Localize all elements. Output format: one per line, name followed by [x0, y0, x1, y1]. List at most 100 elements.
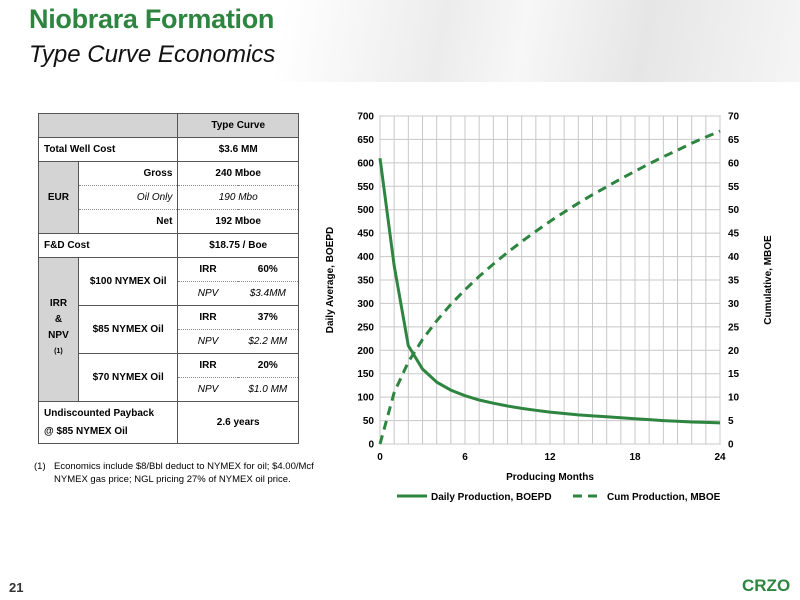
payback-label: Undiscounted Payback @ $85 NYMEX Oil — [37, 401, 179, 444]
y-tick-label-650: 650 — [357, 135, 374, 146]
scenario-2-label: $85 NYMEX Oil — [77, 305, 179, 354]
y-axis-ticks: 0 50 100 150 200 250 300 350 400 450 500 550 600 650 7… — [357, 112, 374, 451]
y2-tick-label-10: 10 — [728, 393, 740, 404]
x-tick-label-24: 24 — [714, 452, 726, 463]
y-tick-label-300: 300 — [357, 299, 374, 310]
irr-npv-group-label: IRR & NPV (1) — [38, 257, 79, 402]
scenario-3-npv-label: NPV — [177, 377, 238, 402]
total-well-cost-label: Total Well Cost — [37, 137, 179, 162]
eur-oil-value: 190 Mbo — [177, 185, 299, 210]
scenario-2-npv-value: $2.2 MM — [237, 329, 299, 354]
eur-oil-label: Oil Only — [77, 185, 179, 210]
table-row-scenario-1-irr: IRR & NPV (1) $100 NYMEX Oil IRR 60% — [38, 257, 299, 402]
y2-tick-label-5: 5 — [728, 416, 734, 427]
table-header-empty — [37, 113, 179, 138]
header-background — [0, 0, 800, 82]
y-tick-label-50: 50 — [363, 416, 375, 427]
scenario-2-irr-label: IRR — [177, 305, 238, 330]
production-chart: 0501001502002503003504004505005506006507… — [325, 112, 774, 504]
legend-cum-label: Cum Production, MBOE — [607, 492, 721, 503]
irr-group-footnote-ref: (1) — [54, 347, 63, 355]
irr-group-label-amp: & — [54, 313, 63, 325]
y2-tick-label-45: 45 — [728, 229, 740, 240]
table-row-scenario-2-irr: $85 NYMEX Oil IRR 37% — [39, 305, 299, 354]
y-tick-label-550: 550 — [357, 182, 374, 193]
legend: Daily Production, BOEPD Cum Production, … — [397, 492, 721, 503]
scenario-3-npv-value: $1.0 MM — [237, 377, 299, 402]
x-tick-label-18: 18 — [629, 452, 641, 463]
x-tick-label-12: 12 — [544, 452, 556, 463]
y-tick-label-200: 200 — [357, 346, 374, 357]
fd-cost-label: F&D Cost — [37, 233, 179, 258]
table-row-eur-net: Net 192 Mboe — [39, 209, 299, 234]
x-tick-label-0: 0 — [377, 452, 383, 463]
table-row-fd-cost: F&D Cost $18.75 / Boe — [37, 233, 299, 258]
irr-group-label-irr: IRR — [49, 297, 68, 309]
y2-tick-label-0: 0 — [728, 440, 734, 451]
y2-tick-label-65: 65 — [728, 135, 740, 146]
page-number: 21 — [9, 580, 24, 595]
y2-axis-label: Cumulative, MBOE — [763, 235, 774, 325]
y2-axis-ticks: 0 5 10 15 20 25 30 35 40 45 50 55 60 65 70 — [728, 112, 740, 451]
footnote-number: (1) — [34, 461, 46, 472]
table-row-payback: Undiscounted Payback @ $85 NYMEX Oil 2.6… — [37, 401, 299, 444]
x-axis-ticks: 0 6 12 18 24 — [377, 452, 726, 463]
page-subtitle: Type Curve Economics — [29, 41, 276, 68]
y2-tick-label-35: 35 — [728, 276, 740, 287]
series-cum-production-line — [378, 129, 721, 445]
eur-net-value: 192 Mboe — [177, 209, 299, 234]
eur-net-label: Net — [77, 209, 179, 234]
scenario-2-irr-value: 37% — [237, 305, 299, 330]
payback-value: 2.6 years — [177, 401, 299, 444]
economics-table: Type Curve Total Well Cost $3.6 MM EUR G… — [37, 113, 299, 444]
y-tick-label-0: 0 — [368, 440, 374, 451]
y-tick-label-100: 100 — [357, 393, 374, 404]
y-tick-label-250: 250 — [357, 322, 374, 333]
y2-tick-label-20: 20 — [728, 346, 740, 357]
y2-tick-label-15: 15 — [728, 369, 740, 380]
y-tick-label-350: 350 — [357, 276, 374, 287]
table-header-type-curve: Type Curve — [177, 113, 299, 138]
x-tick-label-6: 6 — [462, 452, 468, 463]
y-tick-label-600: 600 — [357, 158, 374, 169]
table-row-eur-oil: Oil Only 190 Mbo — [39, 185, 299, 210]
y-tick-label-150: 150 — [357, 369, 374, 380]
irr-group-label-npv: NPV — [48, 329, 69, 341]
scenario-2-npv-label: NPV — [177, 329, 238, 354]
eur-gross-label: Gross — [77, 161, 179, 186]
scenario-1-label: $100 NYMEX Oil — [77, 257, 179, 306]
payback-label-line-2: @ $85 NYMEX Oil — [44, 425, 128, 437]
scenario-3-label: $70 NYMEX Oil — [77, 353, 179, 402]
scenario-1-irr-value: 60% — [237, 257, 299, 282]
y-axis-label: Daily Average, BOEPD — [325, 227, 336, 334]
scenario-3-irr-label: IRR — [177, 353, 238, 378]
page-title: Niobrara Formation — [29, 4, 275, 34]
y2-tick-label-55: 55 — [728, 182, 740, 193]
total-well-cost-value: $3.6 MM — [177, 137, 299, 162]
grid-lines — [379, 115, 721, 445]
table-row-total-well-cost: Total Well Cost $3.6 MM — [37, 137, 299, 162]
table-header-row: Type Curve — [37, 113, 299, 138]
x-axis-label: Producing Months — [506, 472, 594, 483]
footnote-text: Economics include $8/Bbl deduct to NYMEX… — [54, 461, 314, 485]
legend-daily-label: Daily Production, BOEPD — [431, 492, 552, 503]
fd-cost-value: $18.75 / Boe — [177, 233, 299, 258]
payback-label-line-1: Undiscounted Payback — [44, 407, 155, 419]
table-row-scenario-3-npv: NPV $1.0 MM — [39, 377, 299, 402]
table-row-scenario-1-npv: NPV $3.4MM — [39, 281, 299, 306]
y-tick-label-450: 450 — [357, 229, 374, 240]
y-tick-label-500: 500 — [357, 205, 374, 216]
table-row-scenario-3-irr: $70 NYMEX Oil IRR 20% — [39, 353, 299, 402]
eur-gross-value: 240 Mboe — [177, 161, 299, 186]
y2-tick-label-40: 40 — [728, 252, 740, 263]
y2-tick-label-25: 25 — [728, 322, 740, 333]
y2-tick-label-60: 60 — [728, 158, 740, 169]
y2-tick-label-50: 50 — [728, 205, 740, 216]
scenario-1-npv-value: $3.4MM — [237, 281, 299, 306]
table-row-scenario-2-npv: NPV $2.2 MM — [39, 329, 299, 354]
scenario-3-irr-value: 20% — [237, 353, 299, 378]
company-logo: CRZO — [742, 576, 791, 595]
y2-tick-label-30: 30 — [728, 299, 740, 310]
y2-tick-label-70: 70 — [728, 112, 740, 123]
table-row-eur-gross: EUR Gross 240 Mboe — [38, 161, 299, 234]
